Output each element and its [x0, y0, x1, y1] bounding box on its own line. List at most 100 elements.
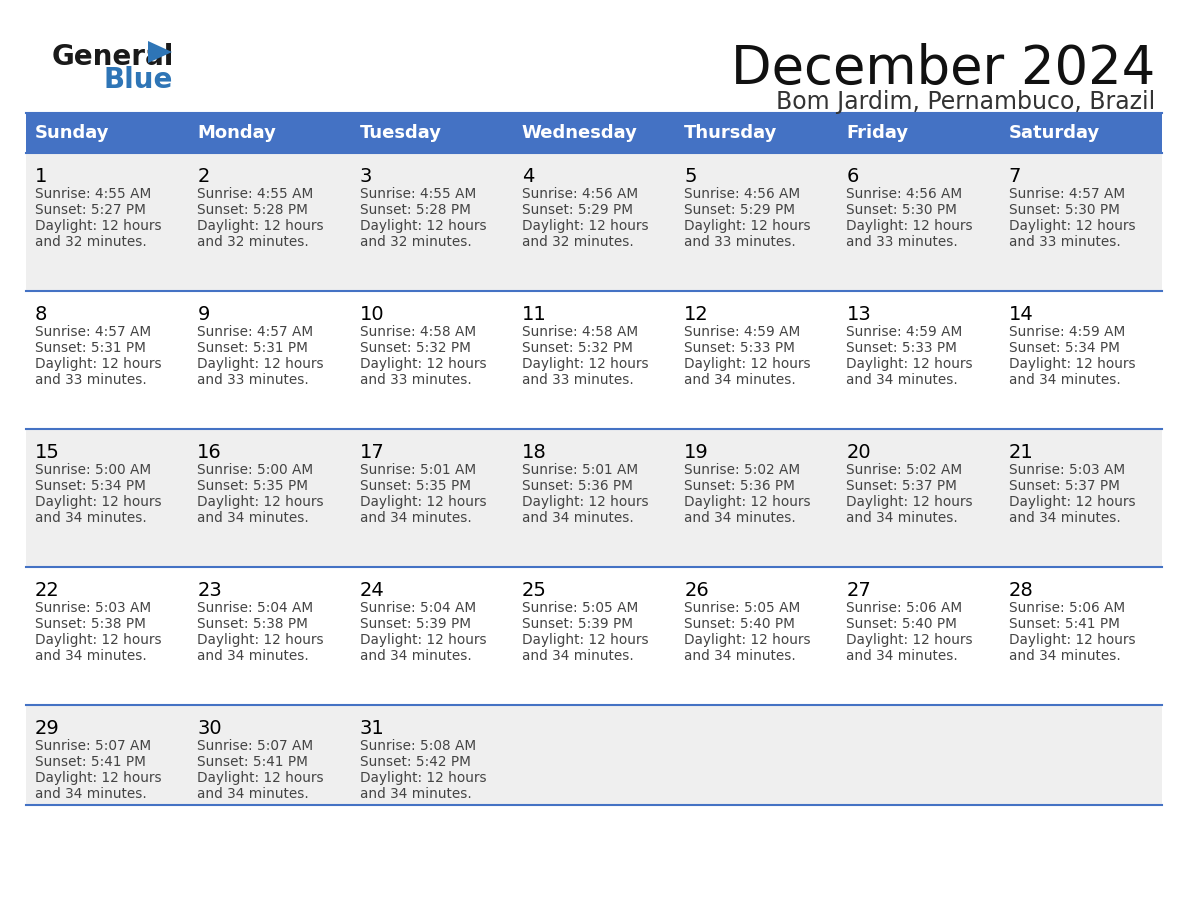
Text: Daylight: 12 hours: Daylight: 12 hours [522, 633, 649, 647]
Text: Sunset: 5:36 PM: Sunset: 5:36 PM [684, 479, 795, 493]
Text: Sunrise: 5:02 AM: Sunrise: 5:02 AM [684, 463, 801, 477]
Text: Daylight: 12 hours: Daylight: 12 hours [1009, 633, 1136, 647]
Text: General: General [52, 43, 175, 71]
Text: Sunrise: 4:58 AM: Sunrise: 4:58 AM [522, 325, 638, 339]
Text: Sunset: 5:30 PM: Sunset: 5:30 PM [1009, 203, 1119, 217]
Text: Daylight: 12 hours: Daylight: 12 hours [1009, 219, 1136, 233]
FancyBboxPatch shape [26, 113, 1162, 153]
Text: and 32 minutes.: and 32 minutes. [522, 235, 633, 249]
Text: Daylight: 12 hours: Daylight: 12 hours [846, 633, 973, 647]
Text: Daylight: 12 hours: Daylight: 12 hours [846, 219, 973, 233]
Text: and 32 minutes.: and 32 minutes. [360, 235, 472, 249]
Text: Sunrise: 4:55 AM: Sunrise: 4:55 AM [360, 187, 476, 201]
FancyBboxPatch shape [26, 567, 1162, 705]
Polygon shape [148, 41, 172, 63]
Text: Sunset: 5:41 PM: Sunset: 5:41 PM [197, 755, 308, 769]
Text: and 34 minutes.: and 34 minutes. [684, 649, 796, 663]
Text: Monday: Monday [197, 124, 276, 142]
Text: and 34 minutes.: and 34 minutes. [846, 373, 959, 387]
Text: Daylight: 12 hours: Daylight: 12 hours [522, 495, 649, 509]
Text: Sunrise: 4:56 AM: Sunrise: 4:56 AM [522, 187, 638, 201]
Text: 16: 16 [197, 443, 222, 462]
Text: Daylight: 12 hours: Daylight: 12 hours [197, 219, 324, 233]
Text: Sunrise: 5:01 AM: Sunrise: 5:01 AM [360, 463, 475, 477]
Text: and 33 minutes.: and 33 minutes. [846, 235, 959, 249]
Text: 9: 9 [197, 305, 209, 324]
Text: 18: 18 [522, 443, 546, 462]
Text: Sunset: 5:30 PM: Sunset: 5:30 PM [846, 203, 958, 217]
Text: Sunset: 5:40 PM: Sunset: 5:40 PM [684, 617, 795, 631]
Text: Sunrise: 5:04 AM: Sunrise: 5:04 AM [197, 601, 314, 615]
FancyBboxPatch shape [26, 705, 1162, 805]
Text: Sunset: 5:36 PM: Sunset: 5:36 PM [522, 479, 633, 493]
Text: Sunset: 5:41 PM: Sunset: 5:41 PM [1009, 617, 1119, 631]
Text: Daylight: 12 hours: Daylight: 12 hours [846, 495, 973, 509]
Text: Sunrise: 4:59 AM: Sunrise: 4:59 AM [1009, 325, 1125, 339]
Text: Sunday: Sunday [34, 124, 109, 142]
Text: Sunset: 5:39 PM: Sunset: 5:39 PM [522, 617, 633, 631]
Text: Daylight: 12 hours: Daylight: 12 hours [846, 357, 973, 371]
Text: Sunrise: 4:59 AM: Sunrise: 4:59 AM [846, 325, 962, 339]
Text: Daylight: 12 hours: Daylight: 12 hours [34, 633, 162, 647]
Text: and 34 minutes.: and 34 minutes. [197, 787, 309, 801]
Text: and 34 minutes.: and 34 minutes. [360, 649, 472, 663]
Text: Sunset: 5:41 PM: Sunset: 5:41 PM [34, 755, 146, 769]
Text: Sunset: 5:31 PM: Sunset: 5:31 PM [34, 341, 146, 355]
Text: Sunrise: 5:08 AM: Sunrise: 5:08 AM [360, 739, 475, 753]
FancyBboxPatch shape [26, 429, 1162, 567]
Text: and 33 minutes.: and 33 minutes. [197, 373, 309, 387]
Text: 7: 7 [1009, 167, 1022, 186]
Text: Tuesday: Tuesday [360, 124, 442, 142]
Text: Sunset: 5:29 PM: Sunset: 5:29 PM [684, 203, 795, 217]
Text: 30: 30 [197, 719, 222, 738]
Text: Sunset: 5:27 PM: Sunset: 5:27 PM [34, 203, 146, 217]
Text: Sunrise: 5:04 AM: Sunrise: 5:04 AM [360, 601, 475, 615]
Text: Sunset: 5:38 PM: Sunset: 5:38 PM [34, 617, 146, 631]
Text: Friday: Friday [846, 124, 909, 142]
Text: and 34 minutes.: and 34 minutes. [1009, 649, 1120, 663]
Text: 25: 25 [522, 581, 546, 600]
Text: Bom Jardim, Pernambuco, Brazil: Bom Jardim, Pernambuco, Brazil [776, 90, 1155, 114]
Text: Sunrise: 4:56 AM: Sunrise: 4:56 AM [846, 187, 962, 201]
Text: Daylight: 12 hours: Daylight: 12 hours [197, 633, 324, 647]
Text: 28: 28 [1009, 581, 1034, 600]
Text: Daylight: 12 hours: Daylight: 12 hours [360, 495, 486, 509]
Text: and 33 minutes.: and 33 minutes. [1009, 235, 1120, 249]
Text: Sunset: 5:37 PM: Sunset: 5:37 PM [846, 479, 958, 493]
Text: Sunset: 5:33 PM: Sunset: 5:33 PM [846, 341, 958, 355]
Text: Sunrise: 5:02 AM: Sunrise: 5:02 AM [846, 463, 962, 477]
Text: Sunset: 5:42 PM: Sunset: 5:42 PM [360, 755, 470, 769]
Text: and 32 minutes.: and 32 minutes. [197, 235, 309, 249]
Text: and 34 minutes.: and 34 minutes. [360, 511, 472, 525]
Text: Sunset: 5:34 PM: Sunset: 5:34 PM [1009, 341, 1119, 355]
Text: and 34 minutes.: and 34 minutes. [1009, 373, 1120, 387]
Text: Sunset: 5:34 PM: Sunset: 5:34 PM [34, 479, 146, 493]
Text: and 33 minutes.: and 33 minutes. [360, 373, 472, 387]
Text: Sunrise: 5:06 AM: Sunrise: 5:06 AM [846, 601, 962, 615]
Text: 26: 26 [684, 581, 709, 600]
Text: 11: 11 [522, 305, 546, 324]
Text: Sunrise: 5:00 AM: Sunrise: 5:00 AM [197, 463, 314, 477]
Text: Sunset: 5:33 PM: Sunset: 5:33 PM [684, 341, 795, 355]
Text: 8: 8 [34, 305, 48, 324]
Text: Daylight: 12 hours: Daylight: 12 hours [360, 771, 486, 785]
Text: Sunset: 5:28 PM: Sunset: 5:28 PM [360, 203, 470, 217]
Text: Saturday: Saturday [1009, 124, 1100, 142]
Text: Sunset: 5:35 PM: Sunset: 5:35 PM [197, 479, 308, 493]
Text: 1: 1 [34, 167, 48, 186]
Text: Daylight: 12 hours: Daylight: 12 hours [197, 495, 324, 509]
Text: 12: 12 [684, 305, 709, 324]
Text: Daylight: 12 hours: Daylight: 12 hours [360, 357, 486, 371]
Text: Daylight: 12 hours: Daylight: 12 hours [684, 495, 810, 509]
Text: Sunset: 5:40 PM: Sunset: 5:40 PM [846, 617, 958, 631]
Text: Daylight: 12 hours: Daylight: 12 hours [34, 771, 162, 785]
Text: and 34 minutes.: and 34 minutes. [34, 511, 147, 525]
Text: 15: 15 [34, 443, 59, 462]
Text: and 34 minutes.: and 34 minutes. [522, 649, 633, 663]
Text: and 34 minutes.: and 34 minutes. [197, 649, 309, 663]
Text: 14: 14 [1009, 305, 1034, 324]
Text: Daylight: 12 hours: Daylight: 12 hours [34, 495, 162, 509]
Text: Sunset: 5:32 PM: Sunset: 5:32 PM [522, 341, 633, 355]
Text: and 34 minutes.: and 34 minutes. [684, 511, 796, 525]
Text: Daylight: 12 hours: Daylight: 12 hours [522, 357, 649, 371]
